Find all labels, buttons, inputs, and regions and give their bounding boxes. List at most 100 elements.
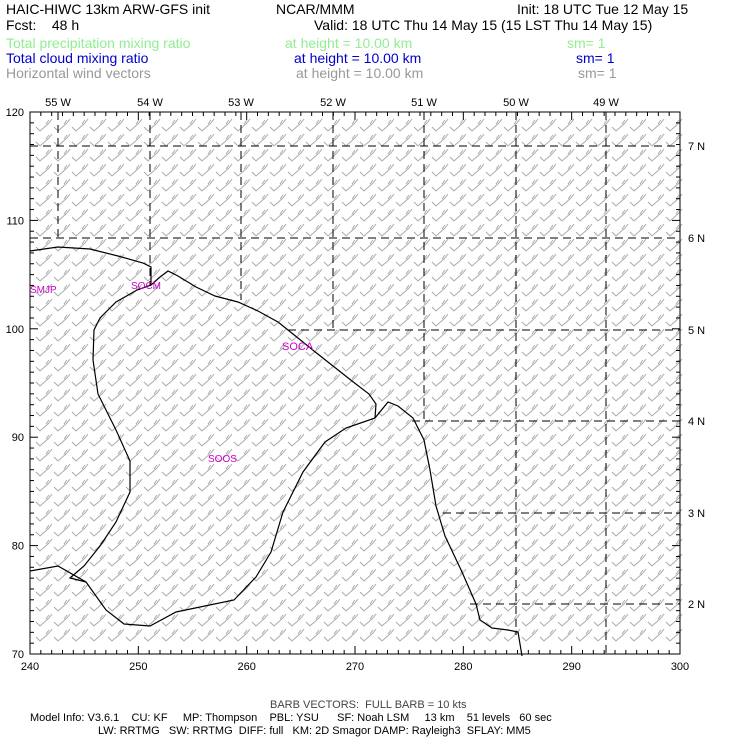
- wind-barb-515: [233, 328, 251, 342]
- wind-barb-1: [53, 118, 71, 132]
- wind-barb-427: [593, 283, 611, 297]
- wind-barb-44: [179, 133, 197, 147]
- wind-barb-456: [467, 298, 485, 312]
- wind-barb-678: [575, 388, 593, 402]
- wind-barb-1237: [269, 628, 287, 642]
- wind-barb-259: [161, 223, 179, 237]
- wind-barb-608: [611, 358, 629, 372]
- wind-barb-81: [197, 148, 215, 162]
- wind-barb-1211: [449, 613, 467, 627]
- wind-barb-1085: [125, 568, 143, 582]
- wind-barb-97: [485, 148, 503, 162]
- wind-barb-284: [611, 223, 629, 237]
- lon-label: 53 W: [228, 97, 254, 109]
- wind-barb-376: [323, 268, 341, 282]
- wind-barb-584: [179, 358, 197, 372]
- wind-barb-1071: [521, 553, 539, 567]
- wind-barb-1219: [593, 613, 611, 627]
- wind-barb-913: [269, 493, 287, 507]
- wind-barb-84: [251, 148, 269, 162]
- wind-barb-905: [125, 493, 143, 507]
- wind-barb-332: [179, 253, 197, 267]
- wind-barb-779: [449, 433, 467, 447]
- wind-barb-926: [503, 493, 521, 507]
- wind-barb-598: [431, 358, 449, 372]
- wind-barb-103: [593, 148, 611, 162]
- wind-barb-726: [143, 418, 161, 432]
- wind-barb-114: [143, 163, 161, 177]
- wind-barb-1215: [521, 613, 539, 627]
- wind-barb-1105: [485, 568, 503, 582]
- wind-barb-1015: [161, 538, 179, 552]
- wind-barb-184: [107, 193, 125, 207]
- field-precip-name: Total precipitation mixing ratio: [6, 35, 191, 51]
- wind-barb-967: [593, 508, 611, 522]
- wind-barb-1045: [53, 553, 71, 567]
- wind-barb-886: [431, 478, 449, 492]
- wind-barb-667: [377, 388, 395, 402]
- wind-barb-1253: [557, 628, 575, 642]
- wind-barb-266: [287, 223, 305, 237]
- wind-barb-1094: [287, 568, 305, 582]
- wind-barb-10: [215, 118, 233, 132]
- wind-barb-475: [161, 313, 179, 327]
- wind-barb-981: [197, 523, 215, 537]
- wind-barb-202: [431, 193, 449, 207]
- coastline: [29, 246, 523, 657]
- wind-barb-727: [161, 418, 179, 432]
- wind-barb-585: [197, 358, 215, 372]
- wind-barb-29: [557, 118, 575, 132]
- y-tick-label: 70: [12, 649, 24, 661]
- wind-barb-580: [107, 358, 125, 372]
- wind-barb-880: [323, 478, 341, 492]
- wind-barb-413: [341, 283, 359, 297]
- wind-barb-668: [395, 388, 413, 402]
- wind-barb-471: [89, 313, 107, 327]
- wind-barb-892: [539, 478, 557, 492]
- wind-barb-1247: [449, 628, 467, 642]
- wind-barb-550: [215, 343, 233, 357]
- wind-barb-466: [647, 298, 665, 312]
- wind-barb-99: [521, 148, 539, 162]
- wind-barb-1240: [323, 628, 341, 642]
- wind-barb-566: [503, 343, 521, 357]
- wind-barb-331: [161, 253, 179, 267]
- wind-barb-650: [71, 388, 89, 402]
- wind-barb-276: [467, 223, 485, 237]
- wind-barb-225: [197, 208, 215, 222]
- wind-barb-1221: [629, 613, 647, 627]
- wind-barb-457: [485, 298, 503, 312]
- wind-barb-206: [503, 193, 521, 207]
- wind-barb-375: [305, 268, 323, 282]
- wind-barb-433: [53, 298, 71, 312]
- wind-barb-369: [197, 268, 215, 282]
- wind-barb-419: [449, 283, 467, 297]
- wind-barb-149: [125, 178, 143, 192]
- wind-barb-203: [449, 193, 467, 207]
- wind-barb-1137: [413, 583, 431, 597]
- wind-barb-941: [125, 508, 143, 522]
- wind-barb-1020: [251, 538, 269, 552]
- wind-barb-373: [269, 268, 287, 282]
- wind-barb-1027: [377, 538, 395, 552]
- map-plot: 240 250 260 270 280 290 300 70 80 90 100 110 120 55 W…: [6, 97, 706, 673]
- field-precip-sm: sm= 1: [567, 35, 606, 51]
- lat-label: 3 N: [688, 508, 705, 520]
- wind-barb-402: [143, 283, 161, 297]
- wind-barb-640: [539, 373, 557, 387]
- wind-barb-216: [35, 208, 53, 222]
- wind-barb-943: [161, 508, 179, 522]
- wind-barb-784: [539, 433, 557, 447]
- wind-barb-656: [179, 388, 197, 402]
- wind-barb-1110: [575, 568, 593, 582]
- wind-barb-983: [233, 523, 251, 537]
- wind-barb-875: [233, 478, 251, 492]
- wind-barb-277: [485, 223, 503, 237]
- wind-barb-449: [341, 298, 359, 312]
- wind-barb-34: [647, 118, 665, 132]
- wind-barb-234: [359, 208, 377, 222]
- wind-barb-613: [53, 373, 71, 387]
- wind-barb-932: [611, 493, 629, 507]
- wind-barb-418: [431, 283, 449, 297]
- wind-barb-851: [449, 463, 467, 477]
